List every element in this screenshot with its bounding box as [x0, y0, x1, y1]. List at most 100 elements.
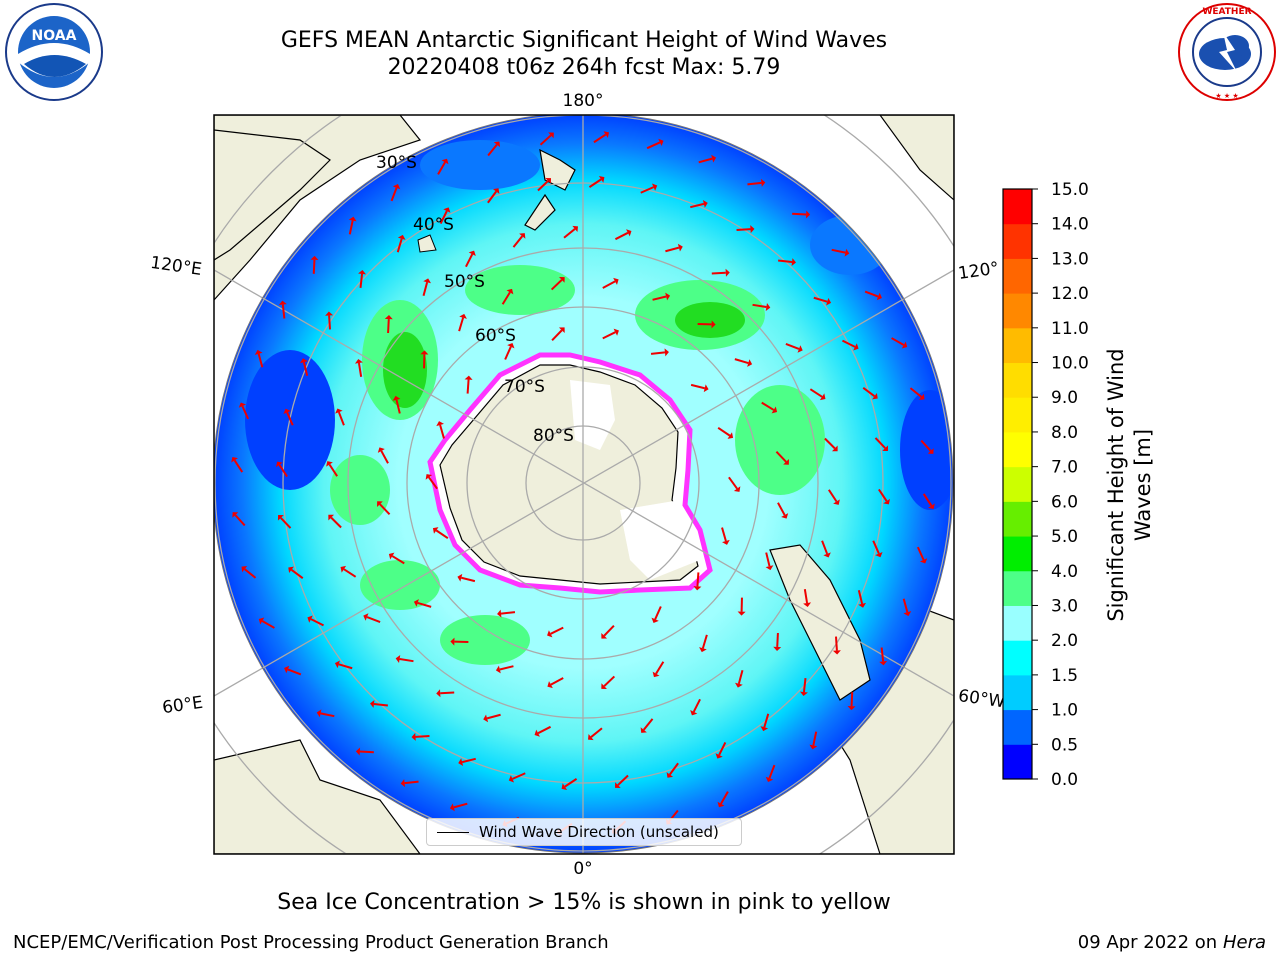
wave-direction-arrow	[652, 295, 667, 301]
wave-direction-arrow	[466, 379, 470, 394]
wave-direction-arrowhead	[809, 744, 818, 750]
wave-direction-arrow	[399, 658, 414, 663]
wave-direction-arrow	[465, 253, 474, 268]
wave-direction-arrow	[831, 248, 846, 254]
wave-direction-arrow	[461, 757, 476, 764]
wave-direction-arrowhead	[307, 615, 313, 623]
wave-direction-arrowhead	[325, 311, 334, 316]
wave-direction-arrow	[337, 411, 345, 426]
colorbar-tick-label: 11.0	[1051, 319, 1089, 339]
wave-direction-arrow	[872, 540, 880, 554]
wave-direction-arrowhead	[733, 486, 741, 492]
wave-direction-arrowhead	[858, 602, 867, 608]
wave-direction-arrowhead	[545, 177, 551, 184]
wave-direction-arrow	[564, 778, 578, 788]
wave-direction-arrowhead	[872, 392, 878, 400]
colorbar-label-line2: Waves [m]	[1131, 429, 1155, 541]
wave-direction-arrowhead	[436, 689, 441, 698]
wave-direction-arrow	[878, 488, 888, 502]
wave-direction-arrowhead	[640, 727, 647, 733]
wave-direction-arrowhead	[717, 801, 725, 808]
nws-logo: WEATHER ★ ★ ★	[1178, 3, 1276, 101]
colorbar-tick-label: 1.0	[1051, 701, 1078, 721]
wave-direction-arrowhead	[928, 503, 935, 510]
wave-direction-arrow	[617, 774, 629, 786]
wave-direction-arrowhead	[722, 539, 730, 545]
wave-direction-arrow	[550, 279, 563, 291]
colorbar-swatch	[1003, 189, 1032, 225]
wave-direction-arrow	[603, 675, 616, 687]
colorbar-tick-label: 15.0	[1051, 180, 1089, 200]
wave-direction-arrowhead	[750, 225, 755, 234]
colorbar-tick-label: 2.0	[1051, 631, 1078, 651]
wave-direction-arrow	[302, 361, 309, 376]
legend-line-swatch	[437, 832, 469, 833]
wave-direction-arrowhead	[299, 358, 308, 364]
lat-label-30: 30°S	[376, 153, 417, 173]
wave-direction-arrowhead	[441, 158, 449, 165]
wave-direction-arrow	[387, 318, 390, 334]
wave-direction-arrow	[909, 387, 923, 398]
wave-direction-arrowhead	[735, 682, 743, 688]
wave-direction-arrowhead	[876, 292, 882, 301]
wave-direction-arrowhead	[231, 456, 238, 463]
wave-direction-arrow	[603, 624, 615, 637]
wave-direction-arrow	[711, 271, 726, 275]
wave-direction-arrow	[864, 290, 879, 298]
lon-label-top: 180°	[563, 91, 604, 111]
wave-direction-arrow	[835, 636, 838, 651]
map-frame	[213, 114, 955, 855]
wave-direction-arrow	[359, 750, 374, 754]
wave-direction-arrowhead	[464, 375, 473, 380]
wave-direction-arrow	[563, 228, 576, 239]
colorbar-tick-label: 8.0	[1051, 423, 1078, 443]
wave-direction-arrow	[765, 552, 771, 567]
wave-direction-arrowhead	[449, 803, 455, 812]
wave-direction-arrowhead	[901, 341, 908, 349]
wave-direction-arrowhead	[587, 733, 594, 741]
wave-direction-arrow	[537, 725, 552, 735]
wave-direction-arrow	[328, 315, 331, 330]
wave-direction-arrow	[850, 692, 854, 707]
wave-direction-arrow	[916, 546, 925, 561]
wave-direction-arrowhead	[760, 178, 766, 187]
wave-direction-arrow	[338, 663, 353, 670]
wave-direction-arrowhead	[388, 552, 395, 560]
wave-direction-arrowhead	[395, 655, 401, 663]
colorbar-swatch	[1003, 709, 1032, 745]
lat-label-40: 40°S	[413, 215, 454, 235]
wave-direction-arrow	[736, 228, 751, 231]
wave-direction-arrowhead	[615, 782, 621, 789]
wave-direction-arrow	[640, 186, 654, 194]
colorbar-swatch	[1003, 536, 1032, 572]
colorbar-swatch	[1003, 466, 1032, 502]
wave-direction-arrowhead	[819, 393, 826, 401]
wave-direction-arrowhead	[693, 586, 702, 591]
wave-direction-arrowhead	[658, 138, 664, 147]
wave-direction-arrow	[602, 331, 616, 340]
wave-direction-arrow	[287, 668, 302, 676]
wave-direction-arrowhead	[277, 515, 284, 521]
wave-direction-arrowhead	[601, 683, 607, 689]
wave-direction-arrow	[486, 713, 501, 720]
wave-direction-arrow	[718, 742, 727, 756]
wave-direction-arrowhead	[411, 732, 416, 741]
wind-wave-arrows	[231, 131, 935, 835]
wave-direction-arrowhead	[436, 421, 444, 427]
colorbar-swatch	[1003, 223, 1032, 259]
wave-direction-arrow	[902, 598, 909, 613]
map-title-line1: GEFS MEAN Antarctic Significant Height o…	[280, 28, 888, 53]
wave-direction-arrow	[593, 133, 607, 144]
wave-direction-arrow	[690, 383, 705, 390]
lat-label-80: 80°S	[533, 426, 574, 446]
wave-direction-arrow	[874, 437, 886, 449]
wave-direction-arrow	[461, 576, 476, 583]
wave-direction-arrow	[281, 304, 286, 319]
wave-direction-arrow	[763, 713, 770, 728]
colorbar-swatch	[1003, 674, 1032, 711]
wave-direction-arrowhead	[316, 709, 322, 718]
wave-direction-arrowhead	[613, 328, 619, 336]
wave-direction-arrow	[243, 568, 257, 579]
wave-direction-arrow	[802, 678, 807, 693]
